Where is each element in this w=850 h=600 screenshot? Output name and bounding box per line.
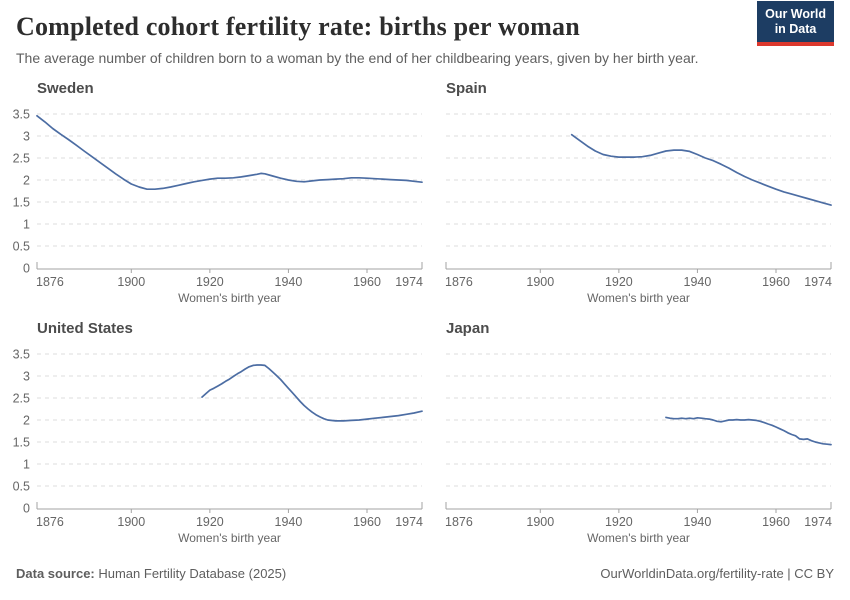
- x-axis-caption: Women's birth year: [587, 291, 690, 305]
- y-tick-label: 2.5: [13, 152, 30, 166]
- x-axis-caption: Women's birth year: [587, 531, 690, 545]
- x-tick-label: 1960: [762, 275, 790, 289]
- x-tick-label: 1900: [117, 515, 145, 529]
- owid-logo[interactable]: Our World in Data: [757, 1, 834, 46]
- chart-svg-japan: 1876 1900 1920 1940 1960 1974 Women's birth ye…: [445, 353, 832, 545]
- page-title: Completed cohort fertility rate: births …: [16, 12, 580, 41]
- chart-panel-united-states: United States 0 0.5 1 1.5 2 2.5 3 3.5 1876 1900 19…: [0, 319, 425, 551]
- x-tick-label: 1920: [605, 515, 633, 529]
- x-tick-label: 1876: [445, 515, 473, 529]
- y-tick-label: 1.5: [13, 196, 30, 210]
- owid-logo-line2: in Data: [774, 22, 817, 36]
- data-source-label: Data source:: [16, 566, 95, 581]
- chart-subtitle: The average number of children born to a…: [16, 50, 699, 66]
- fertility-line-spain[interactable]: [570, 133, 832, 206]
- x-tick-label: 1940: [684, 275, 712, 289]
- fertility-line-japan[interactable]: [665, 416, 832, 446]
- panel-title-japan: Japan: [446, 320, 490, 337]
- panel-title-spain: Spain: [446, 80, 487, 97]
- chart-panel-japan: Japan 1876 1900 1920 1940 1960 1974 Women's bi…: [425, 319, 850, 551]
- x-tick-label: 1974: [804, 275, 832, 289]
- panel-title-united-states: United States: [37, 320, 133, 337]
- x-tick-label: 1960: [353, 515, 381, 529]
- x-tick-label: 1920: [196, 515, 224, 529]
- x-tick-label: 1974: [395, 275, 423, 289]
- chart-svg-sweden: 0 0.5 1 1.5 2 2.5 3 3.5 1876 1900 1920 1940 1960 1974…: [13, 108, 423, 306]
- x-axis-caption: Women's birth year: [178, 531, 281, 545]
- x-tick-label: 1876: [36, 275, 64, 289]
- y-tick-label: 2: [23, 414, 30, 428]
- y-tick-label: 2: [23, 174, 30, 188]
- y-tick-label: 0: [23, 502, 30, 516]
- panel-title-sweden: Sweden: [37, 80, 94, 97]
- x-tick-label: 1940: [275, 515, 303, 529]
- chart-footer: Data source: Human Fertility Database (2…: [0, 566, 850, 581]
- x-tick-label: 1974: [804, 515, 832, 529]
- chart-svg-spain: 1876 1900 1920 1940 1960 1974 Women's birth ye…: [445, 113, 832, 305]
- owid-link[interactable]: OurWorldinData.org/fertility-rate | CC B…: [600, 566, 834, 581]
- owid-logo-line1: Our World: [765, 7, 826, 21]
- y-tick-label: 0: [23, 262, 30, 276]
- x-tick-label: 1960: [762, 515, 790, 529]
- y-tick-label: 1.5: [13, 436, 30, 450]
- x-tick-label: 1900: [526, 515, 554, 529]
- x-tick-label: 1920: [605, 275, 633, 289]
- y-tick-label: 0.5: [13, 240, 30, 254]
- chart-header: Completed cohort fertility rate: births …: [0, 0, 850, 66]
- y-tick-label: 0.5: [13, 480, 30, 494]
- x-tick-label: 1960: [353, 275, 381, 289]
- x-tick-label: 1876: [445, 275, 473, 289]
- y-tick-label: 2.5: [13, 392, 30, 406]
- chart-panel-sweden: Sweden 0 0.5 1 1.5 2 2.5 3 3.5 1876 1900 1920 1940 1…: [0, 79, 425, 311]
- fertility-line-united-states[interactable]: [201, 364, 423, 422]
- x-axis-caption: Women's birth year: [178, 291, 281, 305]
- data-source: Data source: Human Fertility Database (2…: [16, 566, 286, 581]
- x-tick-label: 1900: [117, 275, 145, 289]
- y-tick-label: 1: [23, 458, 30, 472]
- chart-svg-united-states: 0 0.5 1 1.5 2 2.5 3 3.5 1876 1900 1920 1940 1960 1974…: [13, 348, 423, 546]
- x-tick-label: 1900: [526, 275, 554, 289]
- x-tick-label: 1940: [684, 515, 712, 529]
- y-tick-label: 3.5: [13, 348, 30, 362]
- data-source-text: Human Fertility Database (2025): [94, 566, 287, 581]
- y-tick-label: 3.5: [13, 108, 30, 122]
- chart-panel-spain: Spain 1876 1900 1920 1940 1960 1974 Women's bi…: [425, 79, 850, 311]
- x-tick-label: 1876: [36, 515, 64, 529]
- x-tick-label: 1974: [395, 515, 423, 529]
- y-tick-label: 3: [23, 370, 30, 384]
- y-tick-label: 1: [23, 218, 30, 232]
- small-multiples-grid: Sweden 0 0.5 1 1.5 2 2.5 3 3.5 1876 1900 1920 1940 1…: [0, 79, 850, 551]
- y-tick-label: 3: [23, 130, 30, 144]
- fertility-line-sweden[interactable]: [36, 114, 423, 191]
- x-tick-label: 1940: [275, 275, 303, 289]
- x-tick-label: 1920: [196, 275, 224, 289]
